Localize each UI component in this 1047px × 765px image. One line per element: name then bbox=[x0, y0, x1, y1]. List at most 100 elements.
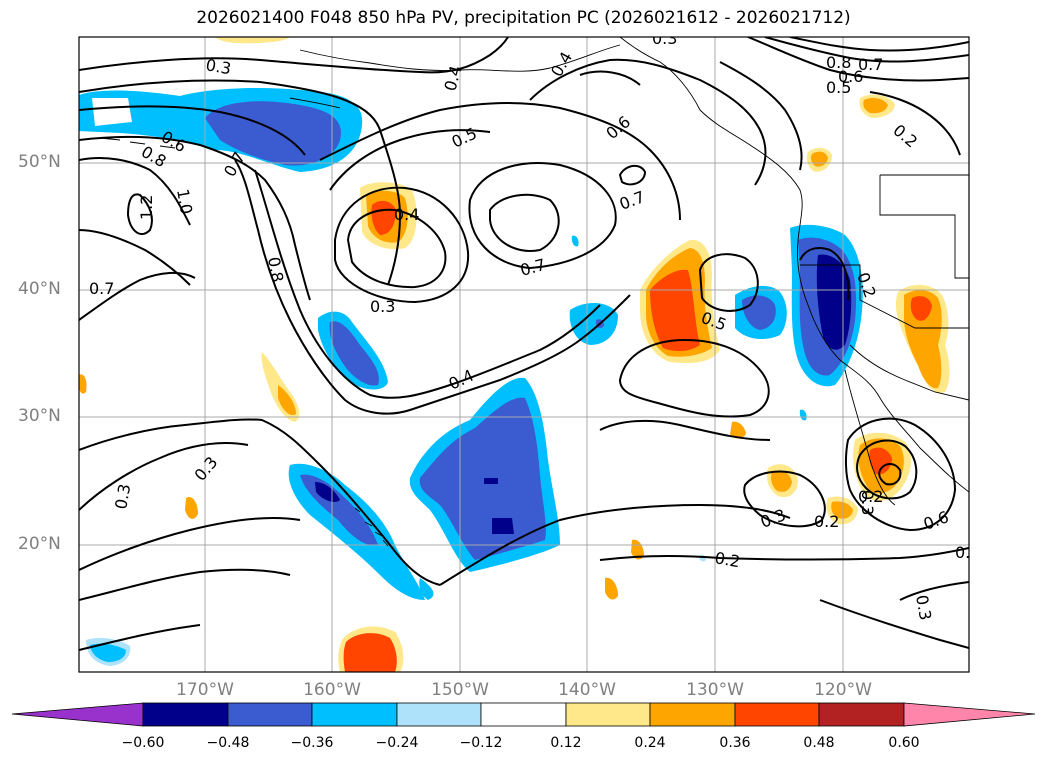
pv-contour bbox=[618, 338, 770, 418]
contour-label: 0.3 bbox=[858, 490, 877, 515]
coastlines bbox=[99, 37, 969, 547]
pv-contour bbox=[79, 568, 291, 601]
baja-coastline bbox=[844, 369, 896, 506]
contour-label: 0.2 bbox=[713, 548, 741, 571]
pv-contour bbox=[329, 129, 491, 191]
pv-contour-0.2-s bbox=[599, 547, 969, 561]
pv-contour bbox=[819, 599, 969, 649]
contour-label: 0.8 bbox=[264, 255, 287, 283]
pv-contour bbox=[844, 417, 957, 532]
colorbar-extend-max bbox=[903, 702, 1036, 727]
pv-contour-0.3-se bbox=[899, 581, 969, 601]
pv-contour bbox=[334, 186, 470, 304]
contour-label: 0.3 bbox=[912, 593, 935, 621]
border-us-mexico bbox=[849, 344, 969, 401]
contour-label: 1.2 bbox=[137, 195, 156, 220]
lon-label-120w: 120°W bbox=[814, 680, 872, 700]
contour-label: 0.7 bbox=[858, 55, 883, 74]
contour-label: 0.7 bbox=[89, 279, 114, 298]
pv-contour bbox=[254, 169, 601, 399]
colorbar-tick: −0.24 bbox=[375, 735, 419, 751]
contour-label: 0.4 bbox=[394, 205, 419, 224]
colorbar-tick: −0.36 bbox=[290, 735, 334, 751]
pv-contour bbox=[856, 439, 918, 500]
pv-contour bbox=[439, 503, 791, 586]
gridlines bbox=[79, 37, 969, 672]
map-title: 2026021400 F048 850 hPa PV, precipitatio… bbox=[196, 8, 851, 28]
colorbar-bin bbox=[818, 702, 905, 727]
pv-contour bbox=[529, 58, 767, 186]
pv-contour-0.3-north bbox=[79, 37, 509, 74]
contour-label: 0.3 bbox=[204, 55, 232, 78]
pv-contour bbox=[599, 419, 771, 441]
pv-contour bbox=[764, 37, 969, 63]
pv-contour-0.2-ne bbox=[869, 91, 961, 156]
lat-label-50n: 50°N bbox=[18, 152, 61, 172]
contour-label: 0.3 bbox=[652, 29, 677, 48]
state-borders-2 bbox=[800, 264, 969, 329]
state-borders bbox=[879, 175, 969, 279]
map-border bbox=[78, 36, 970, 673]
contour-label: 0.6 bbox=[838, 67, 863, 86]
colorbar-tick: −0.12 bbox=[459, 735, 503, 751]
pv-contour bbox=[799, 247, 850, 301]
hawaii-islands bbox=[354, 507, 389, 547]
pv-contour bbox=[79, 135, 311, 301]
pv-contour bbox=[79, 105, 306, 156]
pv-contour bbox=[319, 101, 681, 221]
north-america-coastline bbox=[619, 37, 969, 493]
colorbar-tick: 0.24 bbox=[634, 735, 666, 751]
alaska-coast bbox=[299, 44, 621, 72]
colorbar-bin bbox=[480, 702, 567, 727]
colorbar-bin bbox=[227, 702, 313, 727]
pv-contours bbox=[79, 37, 969, 651]
lat-label-40n: 40°N bbox=[18, 279, 61, 299]
pv-contour bbox=[878, 463, 902, 486]
pv-contour-0.3-w bbox=[79, 442, 249, 511]
colorbar-tick: 0.36 bbox=[719, 735, 751, 751]
contour-label: 0.2 bbox=[858, 487, 883, 506]
contour-label: 0.8 bbox=[826, 53, 851, 72]
pv-contour-0.5 bbox=[698, 253, 759, 312]
pv-contour bbox=[579, 70, 641, 86]
aleutian-coast bbox=[289, 97, 341, 109]
lon-label-160w: 160°W bbox=[303, 680, 361, 700]
contour-label: 0.3 bbox=[370, 297, 395, 316]
pv-contour bbox=[234, 159, 631, 415]
contour-label: 0.2 bbox=[814, 512, 839, 531]
colorbar-bin bbox=[565, 702, 651, 727]
pv-contour-0.3-loop bbox=[743, 470, 826, 528]
pv-contour bbox=[789, 37, 969, 52]
colorbar-bin bbox=[396, 702, 482, 727]
pv-contour-1.2 bbox=[126, 193, 153, 235]
pv-contour bbox=[79, 79, 402, 286]
pv-contour bbox=[747, 37, 969, 82]
lon-label-150w: 150°W bbox=[431, 680, 489, 700]
colorbar-bin bbox=[734, 702, 820, 727]
pv-contour bbox=[719, 61, 803, 171]
colorbar-tick: −0.48 bbox=[206, 735, 250, 751]
colorbar-tick: 0.48 bbox=[803, 735, 835, 751]
lat-label-30n: 30°N bbox=[18, 406, 61, 426]
lon-label-170w: 170°W bbox=[176, 680, 234, 700]
pv-contour bbox=[79, 418, 441, 586]
contour-label: 1.0 bbox=[173, 187, 196, 215]
lat-label-20n: 20°N bbox=[18, 534, 61, 554]
pv-contour bbox=[79, 517, 301, 571]
lon-label-130w: 130°W bbox=[686, 680, 744, 700]
pv-contour-small bbox=[618, 164, 647, 186]
contour-label: 0.2 bbox=[955, 543, 980, 562]
colorbar-extend-min bbox=[11, 702, 144, 727]
pv-contour-0.7 bbox=[489, 193, 560, 252]
colorbar-bin bbox=[311, 702, 398, 727]
colorbar-tick: 0.12 bbox=[550, 735, 582, 751]
pv-contour-0.3-low bbox=[346, 208, 447, 289]
colorbar bbox=[11, 702, 1036, 727]
colorbar-bin bbox=[142, 702, 229, 727]
contour-label: 0.5 bbox=[826, 78, 851, 97]
pv-contour bbox=[468, 162, 617, 270]
pv-contour bbox=[79, 272, 196, 321]
lon-label-140w: 140°W bbox=[558, 680, 616, 700]
pv-contour bbox=[79, 624, 201, 651]
